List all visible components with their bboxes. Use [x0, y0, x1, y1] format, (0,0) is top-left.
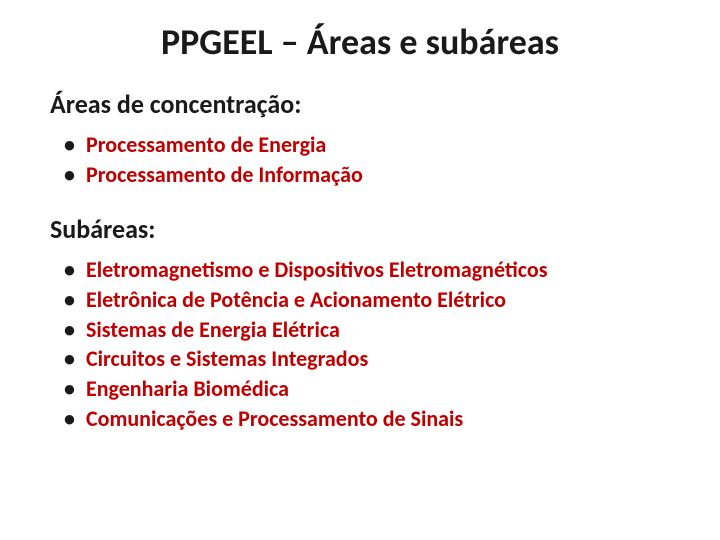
list-item-text: Comunicações e Processamento de Sinais: [86, 405, 463, 432]
list-item-text: Sistemas de Energia Elétrica: [86, 316, 340, 343]
section-heading-subareas: Subáreas:: [50, 213, 670, 245]
areas-list: Processamento de Energia Processamento d…: [50, 130, 670, 189]
section-heading-areas: Áreas de concentração:: [50, 88, 670, 120]
list-item: Eletrônica de Potência e Acionamento Elé…: [64, 285, 670, 315]
list-item-text: Circuitos e Sistemas Integrados: [86, 345, 368, 372]
list-item-text: Processamento de Energia: [86, 131, 326, 158]
list-item-text: Engenharia Biomédica: [86, 375, 289, 402]
list-item-text: Eletrônica de Potência e Acionamento Elé…: [86, 286, 506, 313]
subareas-list: Eletromagnetismo e Dispositivos Eletroma…: [50, 255, 670, 433]
title-text: PPGEEL – Áreas e subáreas: [161, 20, 559, 64]
list-item: Engenharia Biomédica: [64, 374, 670, 404]
list-item: Eletromagnetismo e Dispositivos Eletroma…: [64, 255, 670, 285]
list-item: Processamento de Informação: [64, 160, 670, 190]
list-item: Circuitos e Sistemas Integrados: [64, 344, 670, 374]
list-item-text: Processamento de Informação: [86, 161, 363, 188]
list-item: Comunicações e Processamento de Sinais: [64, 404, 670, 434]
list-item: Sistemas de Energia Elétrica: [64, 315, 670, 345]
list-item-text: Eletromagnetismo e Dispositivos Eletroma…: [86, 256, 547, 283]
slide-title: PPGEEL – Áreas e subáreas: [50, 20, 670, 64]
list-item: Processamento de Energia: [64, 130, 670, 160]
